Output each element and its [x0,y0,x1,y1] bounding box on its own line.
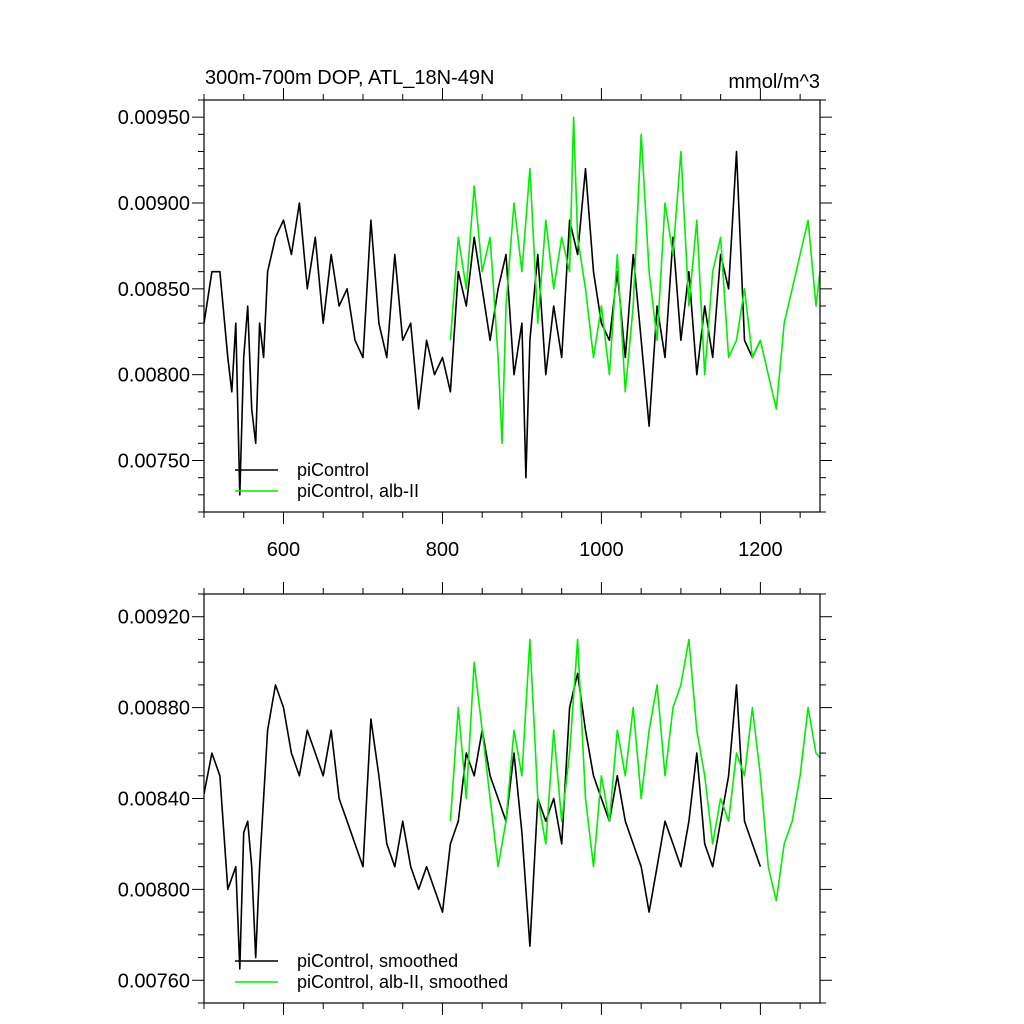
series-group [204,116,820,496]
y-tick-label: 0.00950 [118,107,190,129]
x-tick-label: 1200 [738,539,783,561]
legend-label: piControl, alb-II, smoothed [297,972,508,992]
chart-title: 300m-700m DOP, ATL_18N-49N [205,67,494,89]
y-tick-label: 0.00800 [118,365,190,387]
y-tick-label: 0.00900 [118,193,190,215]
series-line-alb-ii [449,116,820,445]
y-tick-label: 0.00760 [118,970,190,992]
x-tick-label: 600 [267,539,300,561]
y-tick-label: 0.00850 [118,279,190,301]
series-line-picontrol [204,150,762,496]
plot-frame [203,593,821,1004]
plot-frame [203,99,821,513]
y-tick-label: 0.00800 [118,879,190,901]
y-tick-label: 0.00840 [118,789,190,811]
legend-label: piControl [297,460,369,480]
series-line-picontrol [204,672,762,970]
y-tick-label: 0.00750 [118,451,190,473]
units-label: mmol/m^3 [728,71,820,93]
top-panel: 300m-700m DOP, ATL_18N-49N mmol/m^3 0.00… [118,67,832,561]
x-tick-label: 1000 [579,539,624,561]
y-tick-label: 0.00920 [118,607,190,629]
x-tick-label: 800 [426,539,459,561]
y-tick-label: 0.00880 [118,698,190,720]
series-group [204,638,820,970]
bottom-panel: 0.00760 0.00800 0.00840 0.00880 0.00920 piCon… [118,582,832,1015]
legend-label: piControl, smoothed [297,951,458,971]
series-line-alb-ii [449,638,820,902]
legend-label: piControl, alb-II [297,481,419,501]
